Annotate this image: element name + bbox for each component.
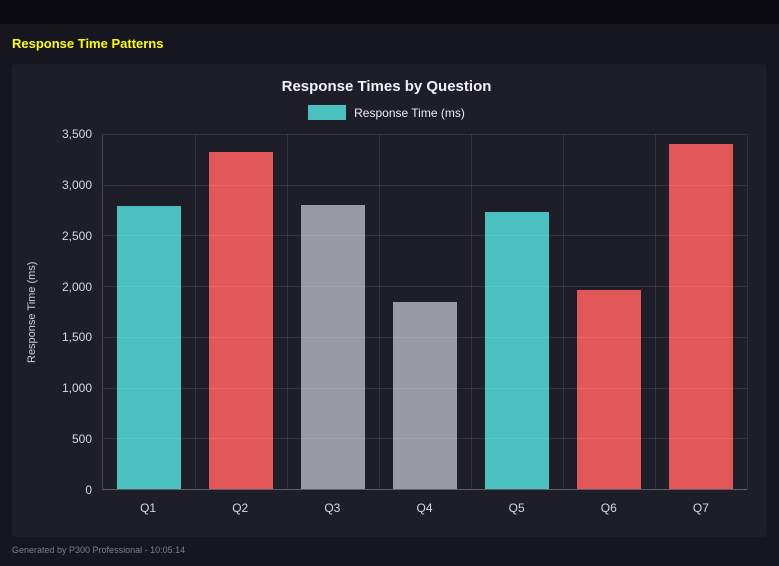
y-tick-label: 2,000	[61, 279, 92, 294]
y-tick-label: 0	[85, 483, 92, 497]
x-tick-label: Q3	[324, 501, 341, 515]
bar-slot	[379, 134, 471, 489]
x-tick-label: Q4	[416, 501, 433, 515]
bar-slot	[195, 134, 287, 489]
chart-legend[interactable]: Response Time (ms)	[26, 105, 747, 120]
bar-slot	[655, 134, 747, 489]
y-tick-label: 1,500	[61, 330, 92, 345]
y-axis-ticks: 0 500 1,000 1,500 2,000 2,500 3,000 3,500	[48, 127, 102, 497]
bar-q5[interactable]	[485, 212, 549, 489]
bar-q4[interactable]	[393, 302, 457, 489]
footer-text: Generated by P300 Professional - 10:05:1…	[12, 545, 186, 555]
x-axis-labels: Q1 Q2 Q3 Q4 Q5 Q6 Q7	[102, 490, 747, 520]
x-tick-label: Q6	[600, 501, 617, 515]
x-tick-label: Q1	[140, 501, 157, 515]
gridline-horizontal	[103, 489, 747, 490]
x-tick-label: Q5	[508, 501, 525, 515]
legend-label: Response Time (ms)	[354, 105, 465, 120]
bar-q1[interactable]	[117, 206, 181, 489]
y-tick-label: 500	[71, 432, 92, 447]
y-tick-label: 3,000	[61, 177, 92, 192]
y-tick-label: 3,500	[61, 127, 92, 141]
bar-q7[interactable]	[669, 144, 733, 489]
page-title: Response Time Patterns	[12, 36, 164, 51]
bar-slot	[471, 134, 563, 489]
y-tick-label: 1,000	[61, 381, 92, 396]
bar-q3[interactable]	[301, 205, 365, 489]
bar-q6[interactable]	[577, 290, 641, 489]
bar-q2[interactable]	[209, 152, 273, 489]
bar-slot	[103, 134, 195, 489]
chart-title: Response Times by Question	[281, 78, 492, 95]
window-top-strip	[0, 0, 779, 24]
legend-swatch	[308, 105, 347, 120]
chart-area: Response Time (ms) 0 500 1,000 1,500 2,000 2,…	[26, 127, 748, 520]
x-tick-label: Q7	[692, 501, 709, 515]
x-tick-label: Q2	[232, 501, 249, 515]
gridline-vertical	[747, 134, 748, 489]
chart-panel: Response Times by Question Response Time…	[12, 64, 767, 537]
bar-slot	[287, 134, 379, 489]
y-axis-title: Response Time (ms)	[26, 261, 38, 363]
y-tick-label: 2,500	[61, 228, 92, 243]
bar-slot	[563, 134, 655, 489]
plot-area	[102, 134, 748, 490]
